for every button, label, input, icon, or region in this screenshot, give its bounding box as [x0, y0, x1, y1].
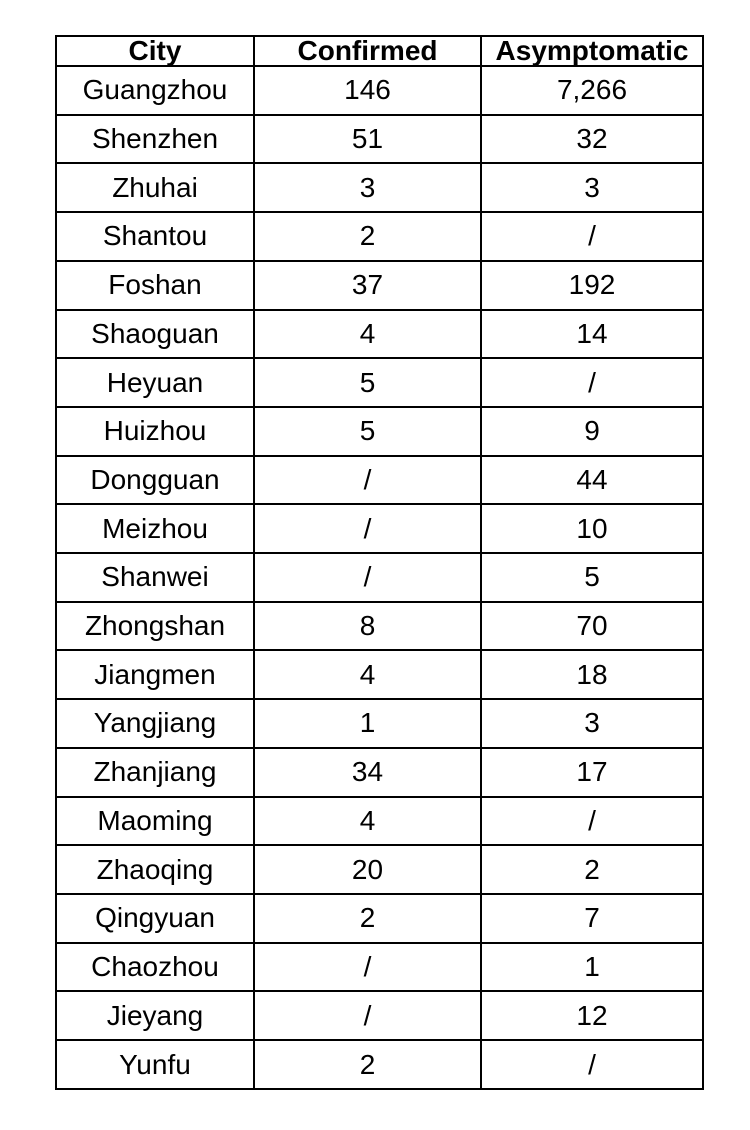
cell-confirmed: 20 [253, 844, 482, 895]
cell-asymptomatic: 2 [480, 844, 704, 895]
cell-asymptomatic: 7,266 [480, 65, 704, 116]
cell-city: Zhuhai [55, 162, 255, 214]
cell-city: Heyuan [55, 357, 255, 408]
cell-asymptomatic: 9 [480, 405, 704, 457]
cell-confirmed: 4 [253, 795, 482, 847]
table-row: Shanwei/5 [55, 552, 704, 603]
cell-confirmed: 4 [253, 308, 482, 360]
cell-asymptomatic: 10 [480, 503, 704, 555]
cell-confirmed: 2 [253, 1039, 482, 1090]
table-row: Yunfu 2/ [55, 1039, 704, 1090]
cell-confirmed: / [253, 990, 482, 1042]
cell-confirmed: 4 [253, 649, 482, 701]
table-row: Shaoguan 4 14 [55, 308, 704, 360]
cell-asymptomatic: 17 [480, 746, 704, 798]
cell-confirmed: 146 [253, 65, 482, 116]
table-row: Chaozhou/1 [55, 941, 704, 993]
table-row: Shantou 2/ [55, 211, 704, 262]
cell-city: Zhaoqing [55, 844, 255, 895]
cell-city: Huizhou [55, 405, 255, 457]
cell-city: Shantou [55, 211, 255, 262]
cell-city: Zhanjiang [55, 746, 255, 798]
cell-confirmed: 5 [253, 357, 482, 408]
table-row: Maoming 4/ [55, 795, 704, 847]
cell-asymptomatic: 12 [480, 990, 704, 1042]
cell-asymptomatic: 3 [480, 162, 704, 214]
cell-confirmed: 34 [253, 746, 482, 798]
table-row: Shenzhen 51 32 [55, 113, 704, 165]
cell-asymptomatic: 3 [480, 698, 704, 749]
cell-city: Dongguan [55, 454, 255, 506]
cell-asymptomatic: 32 [480, 113, 704, 165]
city-cases-table: City Confirmed Asymptomatic Guangzhou 146 7,… [55, 35, 704, 1090]
cell-confirmed: 2 [253, 892, 482, 944]
column-header-city: City [55, 35, 255, 67]
cell-city: Meizhou [55, 503, 255, 555]
cell-asymptomatic: / [480, 357, 704, 408]
table-row: Jieyang/12 [55, 990, 704, 1042]
cell-confirmed: 5 [253, 405, 482, 457]
cell-confirmed: 37 [253, 259, 482, 311]
table-row: Zhaoqing 20 2 [55, 844, 704, 895]
table-row: Foshan 37 192 [55, 259, 704, 311]
cell-asymptomatic: 70 [480, 600, 704, 652]
cell-confirmed: 2 [253, 211, 482, 262]
table-body: Guangzhou 146 7,266 Shenzhen 51 32 Zhuhai 3 3 Sha… [55, 65, 704, 1090]
cell-asymptomatic: 18 [480, 649, 704, 701]
cell-asymptomatic: / [480, 211, 704, 262]
table-row: Meizhou/10 [55, 503, 704, 555]
cell-confirmed: 3 [253, 162, 482, 214]
cell-asymptomatic: 5 [480, 552, 704, 603]
cell-asymptomatic: 192 [480, 259, 704, 311]
table-row: Qingyuan 2 7 [55, 892, 704, 944]
cell-city: Yangjiang [55, 698, 255, 749]
column-header-confirmed: Confirmed [253, 35, 482, 67]
table-row: Jiangmen 4 18 [55, 649, 704, 701]
cell-confirmed: / [253, 941, 482, 993]
table-row: Dongguan/44 [55, 454, 704, 506]
cell-city: Jieyang [55, 990, 255, 1042]
cell-confirmed: / [253, 552, 482, 603]
table-row: Zhongshan 8 70 [55, 600, 704, 652]
table-row: Guangzhou 146 7,266 [55, 65, 704, 116]
cell-city: Jiangmen [55, 649, 255, 701]
table-header: City Confirmed Asymptomatic [55, 35, 704, 67]
table-row: Zhanjiang 34 17 [55, 746, 704, 798]
cell-city: Shenzhen [55, 113, 255, 165]
cell-asymptomatic: 44 [480, 454, 704, 506]
cell-confirmed: 8 [253, 600, 482, 652]
cell-city: Qingyuan [55, 892, 255, 944]
cell-city: Zhongshan [55, 600, 255, 652]
cell-asymptomatic: 1 [480, 941, 704, 993]
cell-confirmed: 1 [253, 698, 482, 749]
cell-asymptomatic: 14 [480, 308, 704, 360]
cell-city: Chaozhou [55, 941, 255, 993]
cell-city: Shanwei [55, 552, 255, 603]
cell-city: Yunfu [55, 1039, 255, 1090]
table-row: Huizhou 5 9 [55, 405, 704, 457]
cell-confirmed: / [253, 503, 482, 555]
cell-confirmed: / [253, 454, 482, 506]
cell-asymptomatic: / [480, 795, 704, 847]
cell-city: Shaoguan [55, 308, 255, 360]
table-row: Yangjiang 1 3 [55, 698, 704, 749]
cell-city: Maoming [55, 795, 255, 847]
table-row: Heyuan 5/ [55, 357, 704, 408]
header-row: City Confirmed Asymptomatic [55, 35, 704, 67]
cell-city: Foshan [55, 259, 255, 311]
cell-asymptomatic: 7 [480, 892, 704, 944]
cell-city: Guangzhou [55, 65, 255, 116]
cell-confirmed: 51 [253, 113, 482, 165]
cell-asymptomatic: / [480, 1039, 704, 1090]
table-row: Zhuhai 3 3 [55, 162, 704, 214]
column-header-asymptomatic: Asymptomatic [480, 35, 704, 67]
